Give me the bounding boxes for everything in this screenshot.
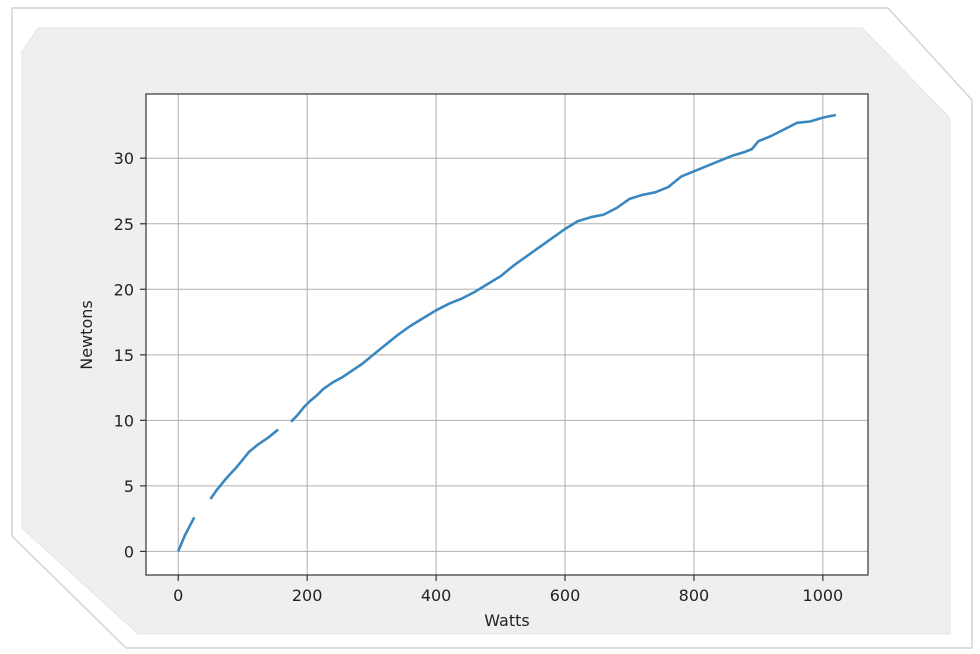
x-tick-label: 0 [173,586,183,605]
y-axis-ticks [140,157,146,553]
y-tick-label: 5 [124,477,134,496]
y-axis-label: Newtons [77,300,96,369]
grid-vertical [177,94,824,575]
plot-area [146,94,868,575]
series-line-0 [176,113,837,552]
y-axis-tick-labels: 0 5 10 15 20 25 30 [114,149,134,561]
x-axis-ticks [177,575,824,581]
y-tick-label: 30 [114,149,134,168]
series-layer [176,113,837,552]
x-axis-tick-labels: 0 200 400 600 800 1000 [173,586,843,605]
y-tick-label: 25 [114,215,134,234]
x-tick-label: 600 [550,586,581,605]
x-tick-label: 800 [679,586,710,605]
plot-border [145,93,869,576]
y-tick-label: 20 [114,280,134,299]
grid-horizontal [146,157,868,552]
x-tick-label: 400 [421,586,452,605]
y-tick-label: 10 [114,411,134,430]
x-axis-label: Watts [484,611,529,630]
y-tick-label: 15 [114,346,134,365]
y-tick-label: 0 [124,542,134,561]
x-tick-label: 200 [292,586,323,605]
x-tick-label: 1000 [803,586,844,605]
